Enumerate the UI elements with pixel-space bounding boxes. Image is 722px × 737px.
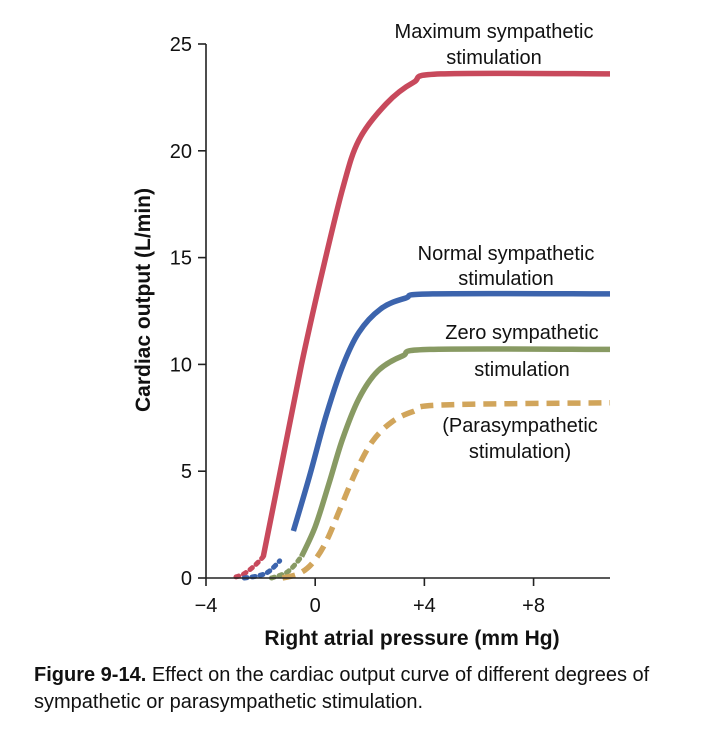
x-tick-label: +8 [522, 595, 545, 617]
parasympathetic-curve [281, 400, 611, 581]
normal-sympathetic-curve [290, 290, 611, 532]
maximum-sympathetic-label-line: Maximum sympathetic [395, 21, 594, 43]
parasympathetic-label-line: stimulation) [469, 441, 571, 463]
y-tick-label: 5 [181, 461, 192, 483]
curves-layer [233, 70, 611, 581]
figure-caption: Figure 9-14. Effect on the cardiac outpu… [34, 662, 714, 716]
y-tick-label: 0 [181, 568, 192, 590]
parasympathetic-label-line: (Parasympathetic [442, 415, 598, 437]
y-tick-label: 20 [170, 141, 192, 163]
maximum-sympathetic-label-line: stimulation [446, 47, 542, 69]
caption-text: Effect on the cardiac output curve of di… [34, 664, 650, 713]
zero-sympathetic-curve-tail [269, 554, 304, 581]
figure-number: Figure 9-14. [34, 664, 147, 686]
normal-sympathetic-label-line: Normal sympathetic [418, 243, 595, 265]
y-tick-label: 10 [170, 354, 192, 376]
y-axis-title: Cardiac output (L/min) [132, 188, 155, 412]
normal-sympathetic-label-line: stimulation [458, 268, 554, 290]
maximum-sympathetic-curve-tail [233, 554, 266, 580]
x-tick-label: 0 [310, 595, 321, 617]
x-tick-label: −4 [195, 595, 218, 617]
normal-sympathetic-curve-tail [241, 558, 283, 581]
zero-sympathetic-curve [299, 346, 611, 558]
y-tick-label: 15 [170, 248, 192, 270]
y-tick-label: 25 [170, 34, 192, 56]
maximum-sympathetic-curve [260, 70, 611, 558]
x-tick-label: +4 [413, 595, 436, 617]
x-axis-title: Right atrial pressure (mm Hg) [264, 627, 559, 650]
zero-sympathetic-label-line: stimulation [474, 359, 570, 381]
zero-sympathetic-label-line: Zero sympathetic [445, 322, 598, 344]
labels-layer: Maximum sympathetic stimulation Normal sym… [395, 21, 599, 463]
